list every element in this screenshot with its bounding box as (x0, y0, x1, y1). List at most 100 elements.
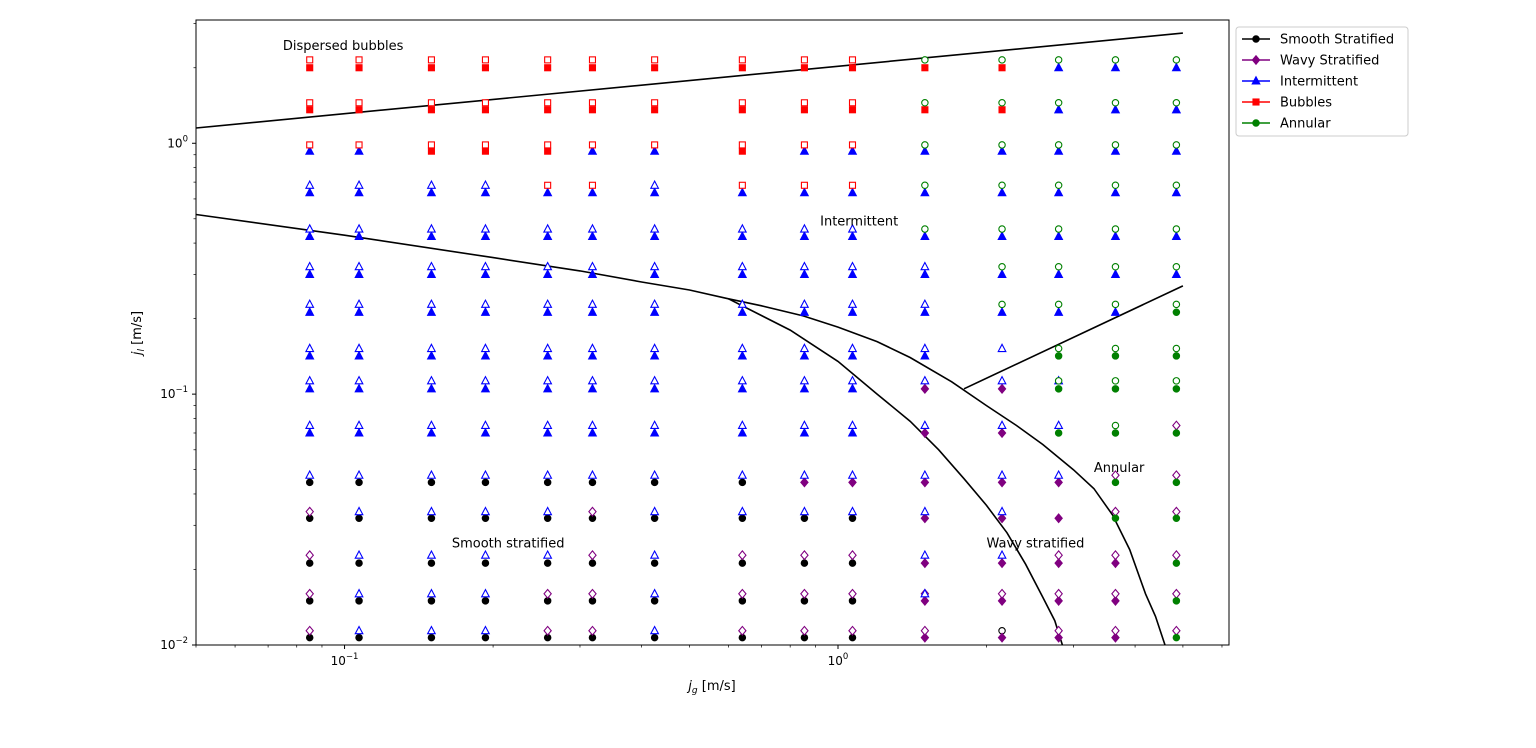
marker-intermittent (799, 231, 810, 241)
marker-bubbles-open (651, 141, 659, 149)
marker-intermittent-open (997, 343, 1007, 353)
marker-intermittent-open (587, 261, 598, 271)
marker-wavy-stratified (920, 557, 930, 569)
marker-bubbles-open (544, 181, 552, 189)
marker-intermittent-open (542, 343, 553, 353)
marker-intermittent-open (354, 179, 364, 189)
marker-intermittent-open (542, 506, 553, 516)
marker-annular-open (1054, 344, 1063, 353)
marker-intermittent-open (847, 343, 858, 353)
marker-intermittent (1171, 104, 1182, 114)
marker-intermittent-open (354, 506, 364, 516)
marker-wavy-stratified (997, 595, 1007, 606)
marker-intermittent (354, 350, 364, 360)
marker-smooth-stratified (355, 633, 363, 642)
marker-intermittent-open (847, 506, 858, 516)
marker-annular-open (998, 300, 1006, 309)
marker-intermittent-open (354, 469, 364, 479)
marker-intermittent (354, 427, 364, 437)
marker-intermittent (354, 187, 364, 197)
marker-intermittent-open (542, 469, 553, 479)
marker-intermittent (920, 350, 930, 360)
marker-intermittent-open (305, 179, 315, 189)
marker-bubbles (738, 147, 746, 155)
marker-annular-open (1111, 225, 1120, 233)
marker-annular-open (921, 56, 929, 64)
marker-bubbles-open (427, 141, 435, 149)
marker-intermittent (847, 231, 858, 241)
marker-intermittent (1053, 231, 1064, 241)
marker-wavy-stratified-open (1054, 550, 1063, 561)
marker-intermittent (480, 427, 491, 437)
marker-intermittent-open (587, 298, 598, 308)
marker-wavy-stratified (1054, 557, 1063, 569)
marker-bubbles-open (481, 56, 490, 64)
marker-annular-open (1054, 141, 1063, 149)
marker-intermittent (354, 231, 364, 241)
marker-intermittent (799, 383, 810, 393)
marker-intermittent (649, 231, 660, 241)
marker-intermittent-open (480, 343, 491, 353)
marker-intermittent-open (587, 375, 598, 385)
marker-smooth-stratified (481, 597, 490, 605)
x-tick-label: 10−1 (331, 652, 359, 668)
marker-intermittent (1171, 269, 1182, 278)
marker-wavy-stratified (848, 477, 857, 488)
marker-wavy-stratified (1111, 595, 1120, 606)
marker-wavy-stratified-open (800, 550, 809, 561)
marker-bubbles-open (651, 99, 659, 107)
marker-intermittent-open (354, 588, 364, 598)
marker-bubbles-open (481, 99, 490, 107)
marker-bubbles (738, 64, 746, 72)
marker-intermittent (542, 350, 553, 360)
marker-intermittent-open (354, 223, 364, 233)
marker-bubbles (306, 64, 314, 72)
marker-bubbles (588, 64, 597, 72)
legend-box (1235, 26, 1409, 137)
legend-marker-bubbles (1252, 98, 1260, 106)
marker-annular-open (1172, 181, 1181, 190)
marker-intermittent-open (305, 343, 315, 353)
marker-bubbles-open (848, 181, 857, 189)
marker-intermittent (847, 269, 858, 278)
marker-bubbles-open (355, 56, 363, 64)
marker-bubbles (544, 147, 552, 155)
marker-intermittent-open (587, 420, 598, 430)
marker-intermittent (305, 231, 315, 241)
marker-intermittent (480, 306, 491, 316)
marker-intermittent (305, 269, 315, 278)
marker-intermittent-open (426, 588, 437, 598)
marker-intermittent-open (426, 223, 437, 233)
marker-annular (1172, 352, 1181, 360)
marker-intermittent (649, 269, 660, 278)
marker-annular-open (1054, 56, 1063, 64)
marker-intermittent-open (587, 469, 598, 479)
marker-smooth-stratified (481, 478, 490, 487)
marker-intermittent (354, 269, 364, 278)
marker-smooth-stratified (355, 514, 363, 523)
marker-wavy-stratified-open (543, 588, 552, 599)
marker-intermittent (542, 231, 553, 241)
marker-bubbles-open (848, 56, 857, 64)
marker-intermittent-open (480, 375, 491, 385)
marker-annular-open (921, 225, 929, 233)
marker-intermittent (920, 231, 930, 241)
marker-bubbles-open (848, 141, 857, 149)
marker-annular (1111, 514, 1120, 523)
marker-annular-open (1111, 377, 1120, 385)
marker-intermittent (542, 306, 553, 316)
marker-annular (1054, 385, 1063, 393)
marker-intermittent (799, 350, 810, 360)
marker-intermittent (426, 427, 437, 437)
region-labels: Dispersed bubbles Intermittent Annular Wavy… (283, 39, 1145, 551)
marker-wavy-stratified (997, 427, 1007, 439)
marker-intermittent-open (737, 506, 748, 516)
boundary-line-annular (963, 285, 1184, 390)
marker-intermittent (649, 350, 660, 360)
marker-intermittent (426, 306, 437, 316)
marker-annular (1172, 478, 1181, 487)
y-tick-label: 10−1 (160, 385, 188, 401)
marker-wavy-stratified (1054, 632, 1063, 643)
marker-smooth-stratified (588, 559, 597, 567)
marker-wavy-stratified-open (1111, 625, 1120, 636)
